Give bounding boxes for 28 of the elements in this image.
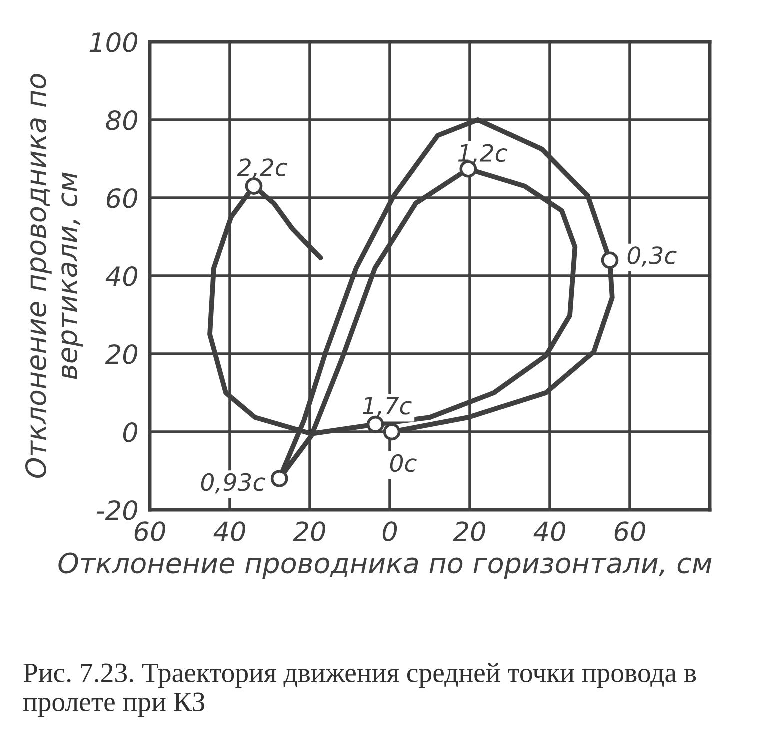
x-tick-label: 40 [214,522,246,542]
annotation: 1,2с [458,144,508,165]
x-tick-label: 20 [293,522,326,542]
annotation: 0,93с [201,473,266,494]
point [383,423,401,441]
x-tick-label: 60 [614,522,646,542]
y-tick-label: 40 [106,266,138,286]
point [270,470,288,488]
point [245,178,263,195]
point [366,416,384,434]
annotation: 1,7с [362,397,412,418]
annotation: 0с [390,454,417,472]
y-tick-label: -20 [96,500,138,520]
x-axis-title: Отклонение проводника по горизонтали, см [58,552,712,580]
x-tick-label: 20 [453,522,486,542]
y-axis-title: Отклонение проводника по вертикали, см [25,74,83,478]
x-tick-label: 60 [134,522,166,542]
y-tick-label: 60 [106,188,138,208]
x-tick-label: 0 [382,522,398,542]
point [601,252,619,270]
y-tick-label: 100 [90,32,138,52]
x-tick-label: 40 [534,522,566,542]
y-tick-label: 80 [106,110,138,130]
y-tick-label: 20 [105,344,138,364]
annotation: 0,3с [628,246,677,267]
y-tick-label: 0 [123,422,138,442]
annotation: 2,2с [237,158,288,179]
text: Рис. 7.23. Траектория движения средней точки провода в пролете при КЗ [23,663,696,718]
